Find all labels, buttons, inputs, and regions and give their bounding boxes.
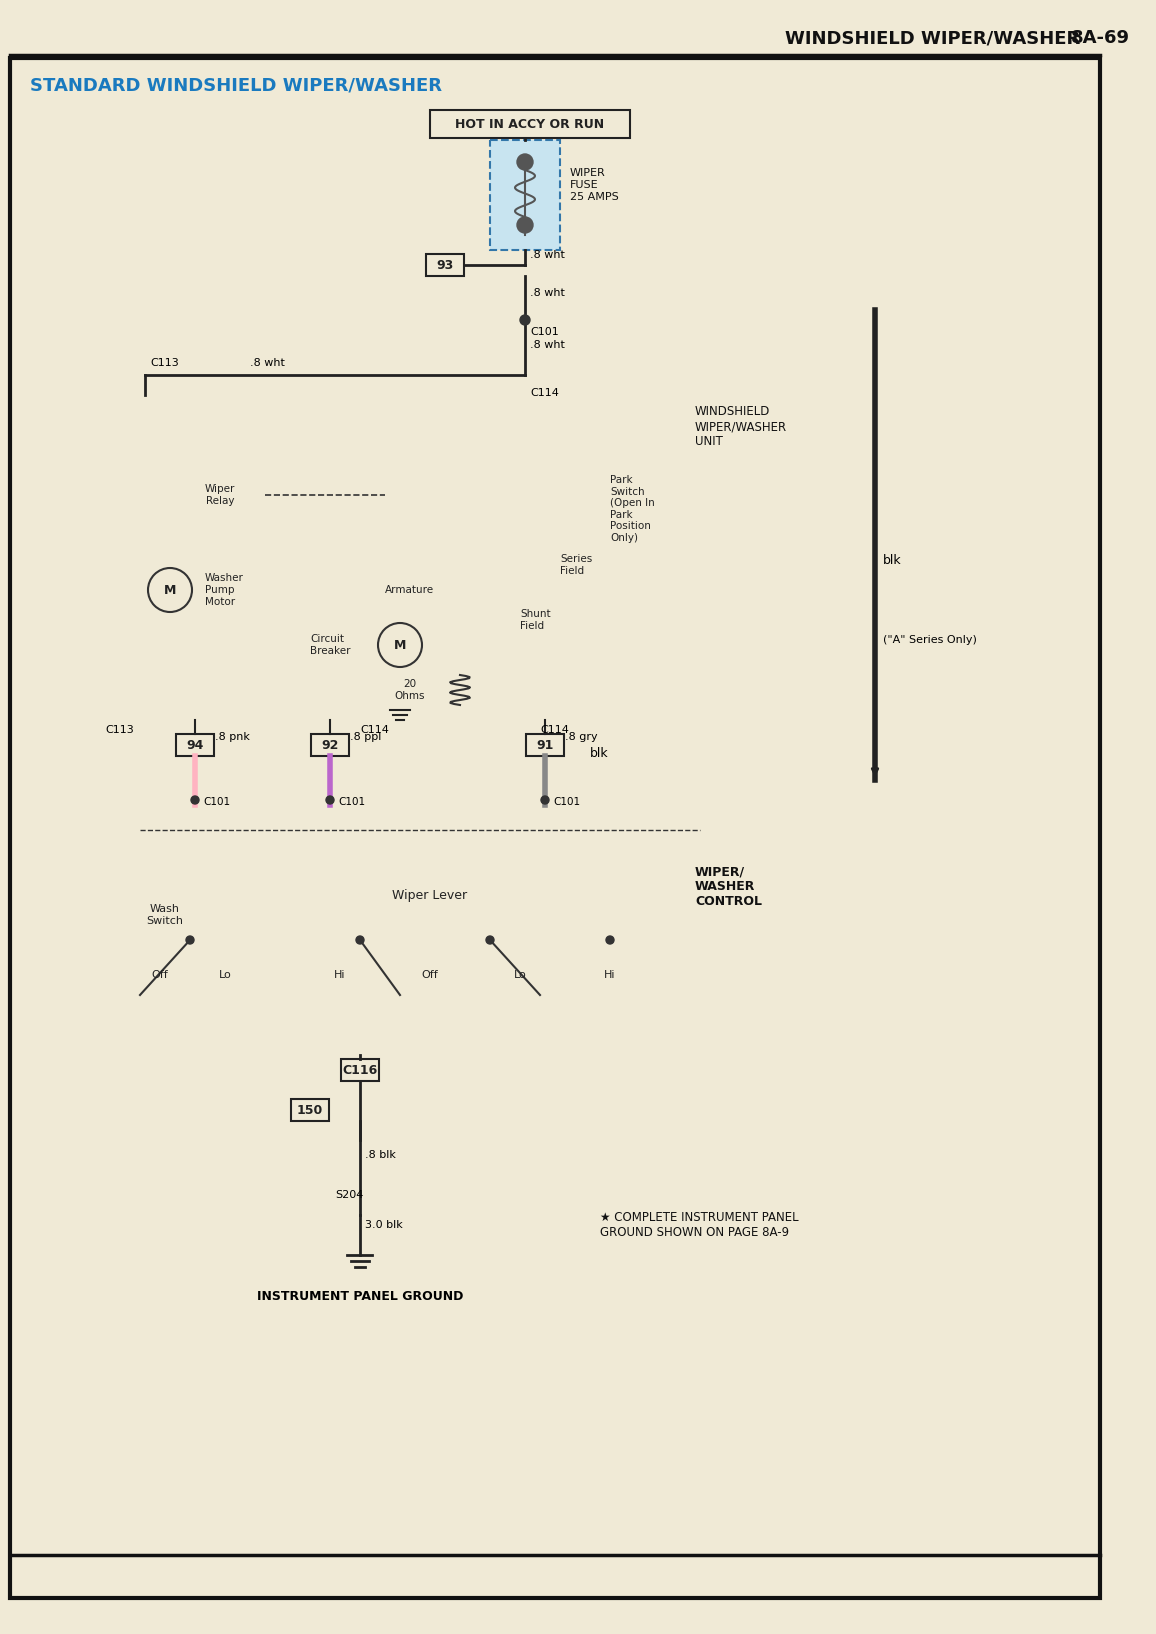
Text: HOT IN ACCY OR RUN: HOT IN ACCY OR RUN [455,118,605,131]
Text: WIPER/
WASHER
CONTROL: WIPER/ WASHER CONTROL [695,864,762,909]
Text: Shunt
Field: Shunt Field [520,609,550,631]
Circle shape [191,796,199,804]
Bar [291,1100,329,1121]
Circle shape [520,315,529,325]
Bar [90,855,680,1056]
Circle shape [326,796,334,804]
Text: .8 wht: .8 wht [529,250,565,260]
Bar [176,734,214,757]
Text: ★ COMPLETE INSTRUMENT PANEL
GROUND SHOWN ON PAGE 8A-9: ★ COMPLETE INSTRUMENT PANEL GROUND SHOWN… [600,1211,799,1239]
Circle shape [517,154,533,170]
Text: WIPER
FUSE
25 AMPS: WIPER FUSE 25 AMPS [570,168,618,201]
Text: Hi: Hi [334,971,346,980]
Text: C116: C116 [342,1064,378,1077]
Circle shape [541,796,549,804]
Text: WINDSHIELD
WIPER/WASHER
UNIT: WINDSHIELD WIPER/WASHER UNIT [695,405,787,448]
Text: C113: C113 [150,358,179,368]
Text: M: M [164,583,176,596]
Text: Circuit
Breaker: Circuit Breaker [310,634,350,655]
Text: Off: Off [422,971,438,980]
Bar [90,395,680,721]
Text: 8A-69: 8A-69 [1070,29,1131,47]
Circle shape [356,936,364,944]
Text: Armature: Armature [385,585,435,595]
Text: C101: C101 [203,797,230,807]
Text: .8 wht: .8 wht [250,358,284,368]
Text: Series
Field: Series Field [560,554,592,575]
Text: Washer
Pump
Motor: Washer Pump Motor [205,574,244,606]
Text: blk: blk [883,554,902,567]
Text: 91: 91 [536,739,554,752]
Text: 92: 92 [321,739,339,752]
Text: C114: C114 [529,387,558,399]
Circle shape [517,217,533,234]
Circle shape [606,936,614,944]
Bar [427,253,464,276]
Circle shape [186,936,194,944]
Text: INSTRUMENT PANEL GROUND: INSTRUMENT PANEL GROUND [257,1289,464,1302]
Bar [311,734,349,757]
Text: C101: C101 [553,797,580,807]
Text: Lo: Lo [218,971,231,980]
Text: Wiper Lever: Wiper Lever [392,889,467,902]
Text: Off: Off [151,971,169,980]
Text: .8 gry: .8 gry [565,732,598,742]
Text: 150: 150 [297,1103,324,1116]
Text: Park
Switch
(Open In
Park
Position
Only): Park Switch (Open In Park Position Only) [610,475,654,542]
Bar [526,734,564,757]
Text: C101: C101 [338,797,365,807]
Text: Hi: Hi [605,971,616,980]
Text: 93: 93 [436,258,453,271]
Bar [341,1059,379,1082]
Text: S204: S204 [335,1190,363,1199]
Text: C113: C113 [105,725,134,735]
Text: C101: C101 [529,327,558,337]
Text: .8 wht: .8 wht [529,340,565,350]
Text: C114: C114 [360,725,388,735]
Text: ("A" Series Only): ("A" Series Only) [883,636,977,645]
Text: Wash
Switch: Wash Switch [147,904,184,926]
Text: Lo: Lo [513,971,526,980]
Text: M: M [394,639,406,652]
Text: 94: 94 [186,739,203,752]
Text: .8 ppl: .8 ppl [350,732,381,742]
Text: WINDSHIELD WIPER/WASHER: WINDSHIELD WIPER/WASHER [785,29,1080,47]
Circle shape [486,936,494,944]
Text: blk: blk [590,747,608,760]
Text: 20
Ohms: 20 Ohms [394,680,425,701]
Text: 3.0 blk: 3.0 blk [365,1221,402,1230]
Text: Wiper
Relay: Wiper Relay [205,484,235,507]
Text: .8 wht: .8 wht [529,288,565,297]
Bar [490,141,560,250]
Bar [430,109,630,137]
Text: C114: C114 [540,725,569,735]
Text: STANDARD WINDSHIELD WIPER/WASHER: STANDARD WINDSHIELD WIPER/WASHER [30,77,442,95]
Text: .8 pnk: .8 pnk [215,732,250,742]
Text: .8 blk: .8 blk [365,1150,395,1160]
